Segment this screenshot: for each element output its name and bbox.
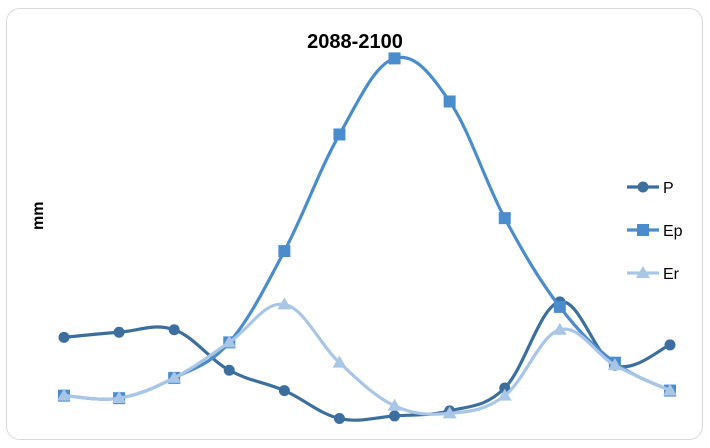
point-p-4 xyxy=(223,364,235,376)
legend-marker-ep xyxy=(637,224,649,236)
point-ep-6 xyxy=(333,128,346,141)
point-p-7 xyxy=(389,410,401,422)
legend-item-ep: Ep xyxy=(627,223,683,240)
point-er-5 xyxy=(277,297,292,310)
legend-label-ep: Ep xyxy=(663,223,683,240)
chart-frame xyxy=(6,8,703,440)
point-p-9 xyxy=(499,382,511,394)
series-er xyxy=(57,297,677,419)
point-p-12 xyxy=(664,339,676,351)
point-ep-10 xyxy=(553,300,566,313)
legend-item-er: Er xyxy=(627,266,680,283)
point-p-3 xyxy=(168,324,180,336)
point-er-3 xyxy=(167,370,182,383)
point-er-4 xyxy=(222,335,237,348)
point-ep-5 xyxy=(278,245,291,258)
point-p-5 xyxy=(278,385,290,397)
point-er-12 xyxy=(663,383,677,396)
point-ep-8 xyxy=(443,95,456,108)
legend-label-er: Er xyxy=(663,266,680,283)
legend-marker-er xyxy=(636,266,650,278)
point-er-8 xyxy=(442,406,457,419)
point-er-9 xyxy=(497,388,512,401)
series-ep xyxy=(58,52,676,405)
legend-label-p: P xyxy=(663,180,674,197)
point-er-6 xyxy=(332,355,347,368)
point-p-6 xyxy=(333,412,345,424)
legend-item-p: P xyxy=(627,180,674,197)
point-er-1 xyxy=(57,388,71,401)
point-ep-7 xyxy=(388,52,401,65)
series-line-ep xyxy=(63,55,671,401)
point-er-10 xyxy=(552,322,567,335)
legend-marker-p xyxy=(637,181,649,193)
point-er-2 xyxy=(112,391,127,404)
point-er-7 xyxy=(387,398,402,411)
point-er-11 xyxy=(607,358,622,371)
point-p-1 xyxy=(58,331,70,343)
series-line-p xyxy=(63,300,671,422)
series-p xyxy=(58,296,676,424)
point-ep-9 xyxy=(498,212,511,225)
series-line-er xyxy=(63,302,671,416)
chart-title: 2088-2100 xyxy=(307,31,403,53)
point-p-2 xyxy=(113,326,125,338)
